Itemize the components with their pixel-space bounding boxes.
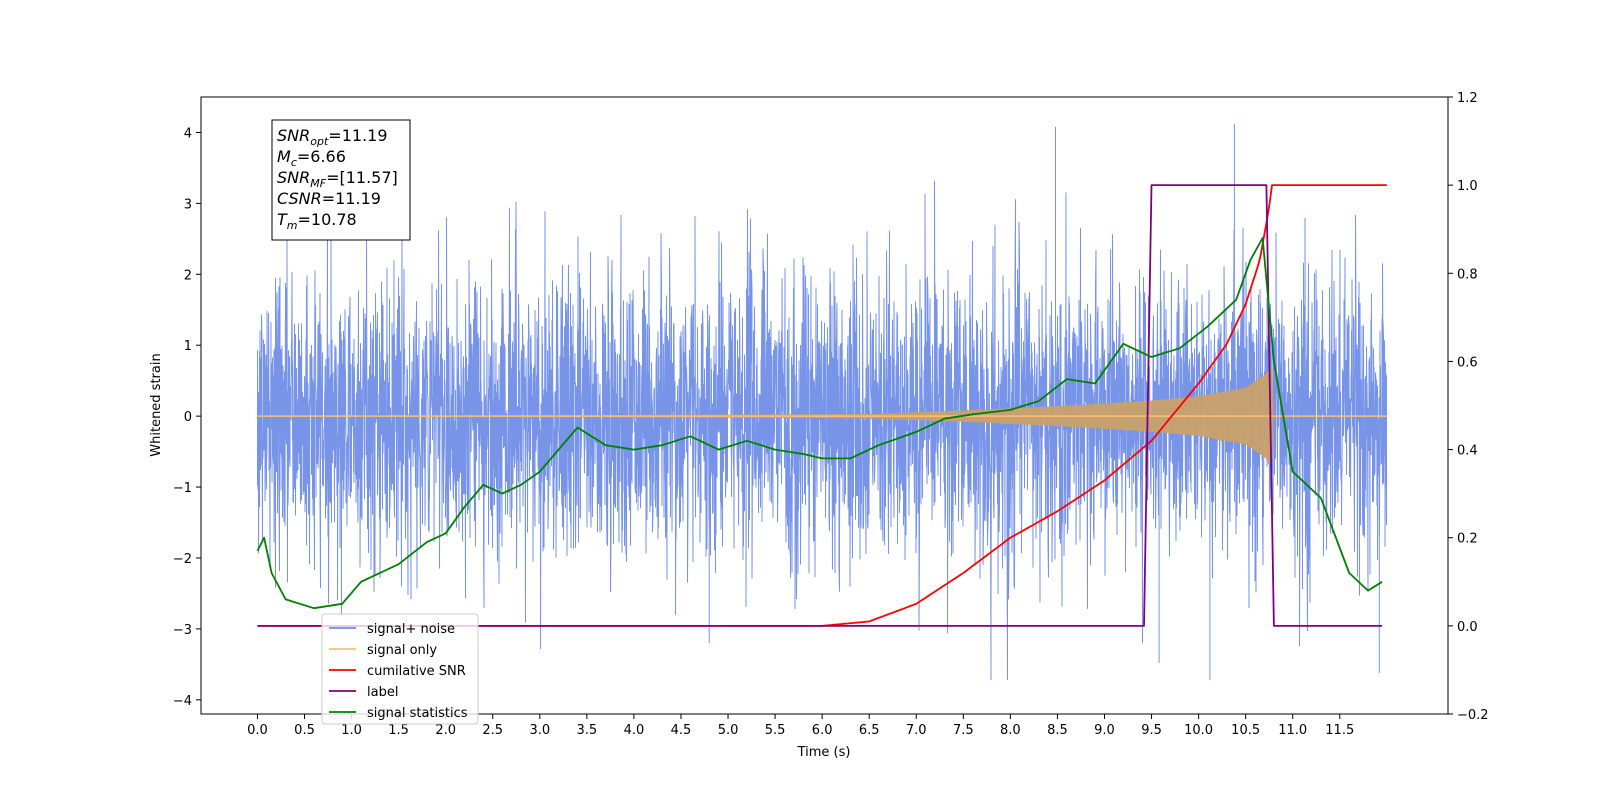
annotation-line: CSNR=11.19 [277,189,381,208]
legend-label: signal+ noise [367,622,455,637]
y-axis-title: Whitened strain [149,353,164,456]
y-left-tick-label: −3 [173,623,192,638]
y-right-tick-label: 0.4 [1457,444,1478,459]
plot-frame [200,96,1449,715]
x-tick-label: 9.0 [1094,723,1115,738]
series-signal-plus-noise [257,123,1387,681]
x-tick-label: 11.5 [1325,723,1354,738]
y-left-tick-label: 2 [184,268,192,283]
x-tick-label: 0.0 [247,723,268,738]
statistics-line [256,237,1383,610]
series-signal-only [257,366,1387,466]
y-right-tick-label: 0.2 [1457,532,1478,547]
legend-label: cumilative SNR [367,664,466,679]
legend-label: signal statistics [367,706,468,721]
series-label [257,184,1383,627]
noise-trace [257,123,1387,681]
x-axis-title: Time (s) [797,745,851,760]
y-left-tick-label: −4 [173,694,192,709]
x-tick-label: 5.5 [765,723,786,738]
x-tick-label: 10.5 [1231,723,1260,738]
annotation-box: SNRopt=11.19Mc=6.66SNRMF=[11.57]CSNR=11.… [271,119,411,241]
annotation-line: SNRopt=11.19 [277,126,388,148]
annotation-line: Mc=6.66 [277,147,346,169]
x-tick-label: 11.0 [1278,723,1307,738]
y-axis-left: 4 3 2 1 0 −1 −2 −3 −4 [173,126,201,709]
x-tick-label: 1.5 [388,723,409,738]
y-right-tick-label: −0.2 [1457,708,1489,723]
x-tick-label: 9.5 [1141,723,1162,738]
x-tick-label: 8.0 [1000,723,1021,738]
y-left-tick-label: 0 [184,410,192,425]
y-right-tick-label: 0.8 [1457,267,1478,282]
legend: signal+ noise signal only cumilative SNR la… [321,613,479,725]
legend-label: signal only [367,643,437,658]
x-tick-label: 0.5 [294,723,315,738]
x-tick-label: 8.5 [1047,723,1068,738]
annotation-line: SNRMF=[11.57] [277,168,398,190]
y-left-tick-label: −2 [173,552,192,567]
annotation-line: Tm=10.78 [277,210,357,232]
legend-frame [321,613,479,725]
x-tick-label: 5.0 [718,723,739,738]
y-left-tick-label: 1 [184,339,192,354]
x-tick-label: 7.5 [953,723,974,738]
x-tick-label: 4.0 [624,723,645,738]
y-left-tick-label: 3 [184,197,192,212]
y-right-tick-label: 1.2 [1457,91,1478,106]
label-line [257,184,1383,627]
x-tick-label: 3.5 [577,723,598,738]
y-right-tick-label: 0.6 [1457,355,1478,370]
y-right-tick-label: 0.0 [1457,620,1478,635]
x-tick-label: 3.0 [529,723,550,738]
x-tick-label: 10.0 [1184,723,1213,738]
y-axis-right: 1.2 1.0 0.8 0.6 0.4 0.2 0.0 −0.2 [1448,91,1489,723]
legend-label: label [367,685,398,700]
x-tick-label: 2.0 [435,723,456,738]
y-left-tick-label: −1 [173,481,192,496]
x-tick-label: 6.5 [859,723,880,738]
plot-area [256,123,1387,681]
x-tick-label: 7.0 [906,723,927,738]
x-axis: 0.0 0.5 1.0 1.5 2.0 2.5 3.0 3.5 4.0 4.5 5.0 5.5 6.0 6… [247,714,1354,738]
y-right-tick-label: 1.0 [1457,179,1478,194]
x-tick-label: 1.0 [341,723,362,738]
x-tick-label: 2.5 [482,723,503,738]
annotation-frame [271,119,411,241]
x-tick-label: 6.0 [812,723,833,738]
y-left-tick-label: 4 [184,126,192,141]
x-tick-label: 4.5 [671,723,692,738]
series-signal-statistics [256,237,1383,610]
